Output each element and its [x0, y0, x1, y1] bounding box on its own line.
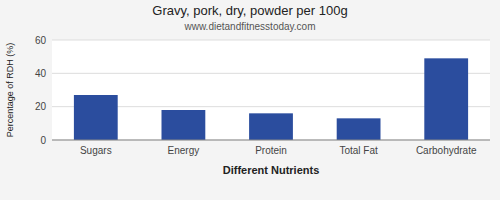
bar — [337, 118, 381, 140]
plot-background — [52, 40, 490, 140]
y-axis-label: Percentage of RDH (%) — [5, 43, 15, 138]
x-axis-label: Different Nutrients — [223, 164, 320, 176]
chart: Gravy, pork, dry, powder per 100g www.die… — [0, 0, 500, 200]
x-tick-label: Sugars — [80, 145, 112, 156]
bars — [74, 58, 468, 140]
x-tick-label: Carbohydrate — [416, 145, 477, 156]
x-tick-label: Energy — [168, 145, 200, 156]
y-tick-label: 60 — [35, 35, 47, 46]
grid-line — [52, 40, 490, 41]
y-tick-label: 40 — [35, 68, 47, 79]
x-axis: Sugars Energy Protein Total Fat Carbohydrate — [52, 140, 490, 156]
bar — [74, 95, 118, 140]
x-tick-label: Protein — [255, 145, 287, 156]
grid-line — [52, 140, 490, 141]
subtitle: www.dietandfitnesstoday.com — [184, 21, 316, 32]
background — [0, 0, 500, 200]
bar — [162, 110, 206, 140]
bar — [249, 113, 293, 140]
y-tick-label: 20 — [35, 101, 47, 112]
grid — [52, 40, 490, 140]
y-axis: 0 20 40 60 — [35, 35, 47, 146]
x-tick-label: Total Fat — [339, 145, 378, 156]
chart-container: Gravy, pork, dry, powder per 100g www.die… — [0, 0, 500, 200]
y-tick-label: 0 — [40, 135, 46, 146]
x-axis-line — [52, 140, 490, 141]
title: Gravy, pork, dry, powder per 100g — [152, 3, 347, 18]
bar — [424, 58, 468, 140]
